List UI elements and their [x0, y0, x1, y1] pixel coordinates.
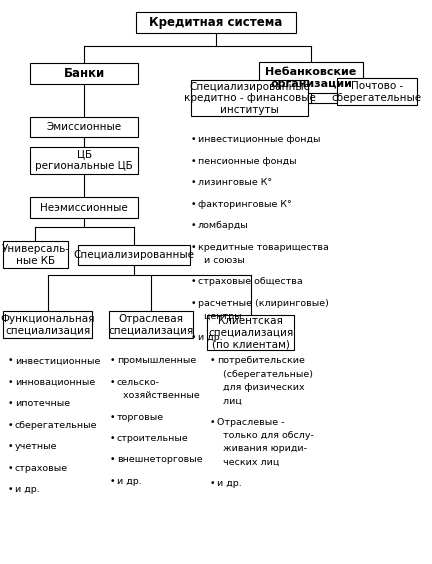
Text: •: • — [7, 356, 13, 365]
Text: •: • — [7, 464, 13, 473]
Text: Небанковские
организации: Небанковские организации — [265, 67, 357, 89]
Text: •: • — [210, 479, 215, 488]
FancyBboxPatch shape — [337, 78, 416, 105]
Text: •: • — [191, 243, 196, 252]
Text: хозяйственные: хозяйственные — [117, 391, 200, 400]
Text: для физических: для физических — [217, 383, 305, 392]
FancyBboxPatch shape — [136, 12, 296, 33]
Text: пенсионные фонды: пенсионные фонды — [198, 157, 296, 166]
Text: факторинговые К°: факторинговые К° — [198, 200, 292, 209]
FancyBboxPatch shape — [191, 80, 308, 116]
FancyBboxPatch shape — [3, 311, 92, 338]
Text: и др.: и др. — [217, 479, 241, 488]
Text: ипотечные: ипотечные — [15, 399, 70, 408]
FancyBboxPatch shape — [30, 63, 138, 84]
Text: и др.: и др. — [117, 477, 141, 486]
Text: •: • — [7, 442, 13, 451]
Text: •: • — [210, 356, 215, 365]
Text: инвестиционные: инвестиционные — [15, 356, 100, 365]
Text: Отраслевые -: Отраслевые - — [217, 418, 284, 427]
Text: учетные: учетные — [15, 442, 57, 451]
Text: •: • — [109, 413, 115, 422]
Text: (сберегательные): (сберегательные) — [217, 370, 313, 379]
Text: расчетные (клиринговые): расчетные (клиринговые) — [198, 299, 329, 308]
Text: Клиентская
специализация
(по клиентам): Клиентская специализация (по клиентам) — [208, 316, 293, 349]
Text: •: • — [109, 378, 115, 387]
Text: Специализированные: Специализированные — [73, 250, 194, 260]
Text: лизинговые К°: лизинговые К° — [198, 178, 272, 187]
Text: кредитные товарищества: кредитные товарищества — [198, 243, 329, 252]
Text: инвестиционные фонды: инвестиционные фонды — [198, 135, 321, 144]
Text: •: • — [191, 157, 196, 166]
Text: Почтово -
сберегательные: Почтово - сберегательные — [332, 81, 422, 103]
FancyBboxPatch shape — [30, 117, 138, 137]
Text: и союзы: и союзы — [198, 256, 245, 265]
FancyBboxPatch shape — [3, 241, 68, 268]
FancyBboxPatch shape — [207, 315, 294, 350]
FancyBboxPatch shape — [109, 311, 193, 338]
Text: •: • — [191, 200, 196, 209]
Text: •: • — [191, 299, 196, 308]
Text: Функциональная
специализация: Функциональная специализация — [0, 314, 95, 335]
Text: •: • — [7, 421, 13, 430]
Text: страховые общества: страховые общества — [198, 277, 302, 287]
FancyBboxPatch shape — [259, 62, 363, 93]
Text: •: • — [109, 434, 115, 443]
Text: •: • — [7, 378, 13, 387]
Text: потребительские: потребительские — [217, 356, 305, 365]
Text: •: • — [191, 135, 196, 144]
Text: •: • — [7, 399, 13, 408]
Text: страховые: страховые — [15, 464, 68, 473]
Text: •: • — [7, 485, 13, 494]
Text: торговые: торговые — [117, 413, 164, 422]
Text: •: • — [210, 418, 215, 427]
Text: только для обслу-: только для обслу- — [217, 431, 314, 440]
FancyBboxPatch shape — [30, 197, 138, 218]
Text: лиц: лиц — [217, 396, 241, 406]
Text: сельско-: сельско- — [117, 378, 160, 387]
FancyBboxPatch shape — [78, 245, 190, 265]
Text: •: • — [109, 477, 115, 486]
Text: внешнеторговые: внешнеторговые — [117, 456, 202, 465]
Text: •: • — [109, 356, 115, 365]
Text: •: • — [109, 456, 115, 465]
Text: ЦБ
региональные ЦБ: ЦБ региональные ЦБ — [35, 149, 133, 171]
Text: инновационные: инновационные — [15, 378, 95, 387]
Text: Неэмиссионные: Неэмиссионные — [40, 202, 128, 213]
Text: Отраслевая
специализация: Отраслевая специализация — [108, 314, 194, 335]
Text: ческих лиц: ческих лиц — [217, 457, 279, 466]
Text: Кредитная система: Кредитная система — [149, 16, 283, 29]
Text: промышленные: промышленные — [117, 356, 196, 365]
Text: Универсаль-
ные КБ: Универсаль- ные КБ — [1, 244, 70, 266]
Text: и др.: и др. — [198, 333, 222, 342]
Text: Специализированные
кредитно - финансовые
институты: Специализированные кредитно - финансовые… — [184, 82, 316, 114]
Text: •: • — [191, 178, 196, 187]
Text: •: • — [191, 333, 196, 342]
Text: и др.: и др. — [15, 485, 39, 494]
FancyBboxPatch shape — [30, 147, 138, 174]
Text: •: • — [191, 277, 196, 287]
Text: ломбарды: ломбарды — [198, 221, 248, 230]
Text: центры: центры — [198, 312, 241, 321]
Text: Банки: Банки — [64, 67, 105, 80]
Text: живания юриди-: живания юриди- — [217, 444, 307, 453]
Text: •: • — [191, 221, 196, 230]
Text: Эмиссионные: Эмиссионные — [47, 122, 122, 132]
Text: сберегательные: сберегательные — [15, 421, 97, 430]
Text: строительные: строительные — [117, 434, 188, 443]
